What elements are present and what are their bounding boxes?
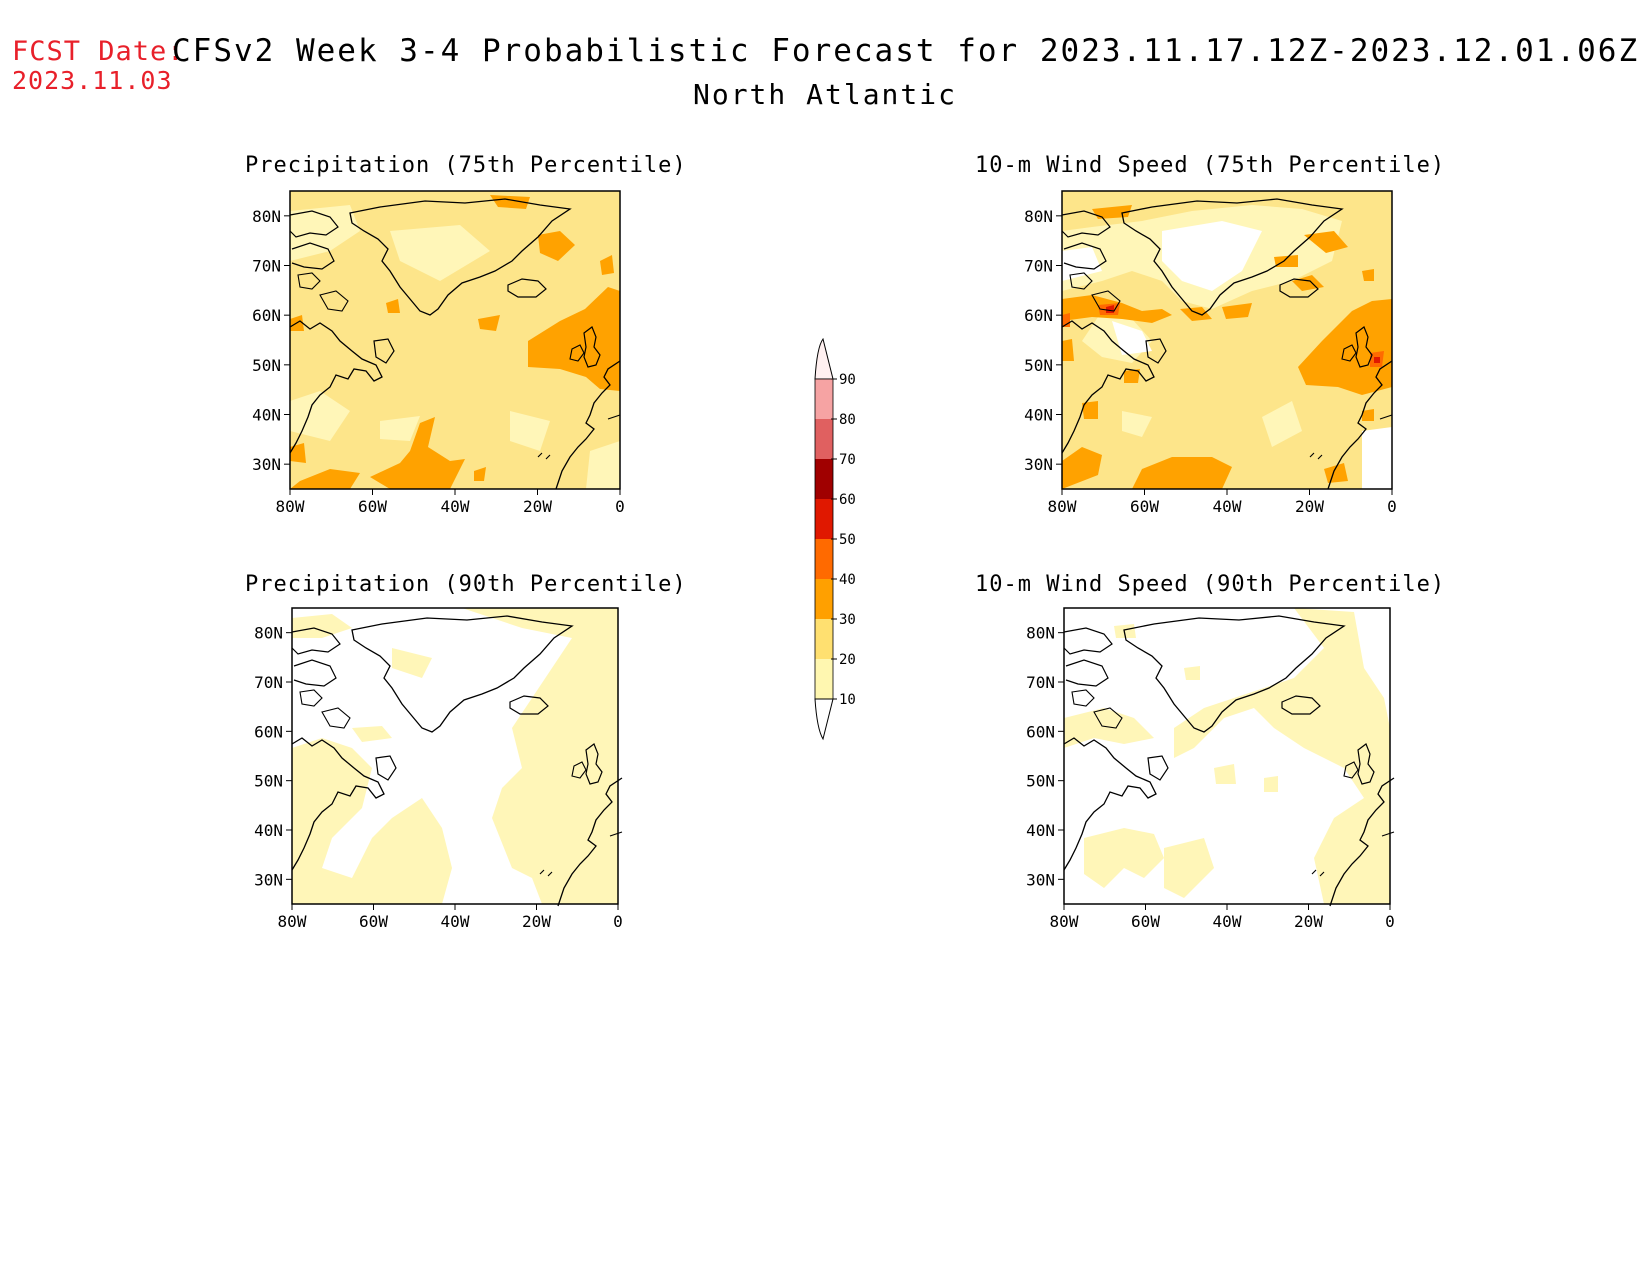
colorbar-segment (815, 659, 833, 699)
lon-label: 60W (1131, 912, 1160, 931)
lon-label: 20W (1295, 497, 1324, 516)
lon-label: 0 (1385, 912, 1395, 931)
lat-label: 50N (254, 772, 283, 791)
colorbar-label: 80 (839, 412, 856, 428)
colorbar: 90 80 70 60 50 40 30 20 10 (814, 337, 856, 741)
colorbar-segment (815, 419, 833, 459)
lon-label: 60W (359, 912, 388, 931)
colorbar-segment (815, 539, 833, 579)
colorbar-segment (815, 619, 833, 659)
colorbar-segment (815, 579, 833, 619)
colorbar-label: 70 (839, 452, 856, 468)
lon-label: 0 (1387, 497, 1397, 516)
lat-label: 30N (254, 870, 283, 889)
panel-title-wind-90: 10-m Wind Speed (90th Percentile) (975, 572, 1446, 597)
colorbar-label: 40 (839, 572, 856, 588)
map-wind-75 (1061, 190, 1393, 490)
lon-label: 20W (1294, 912, 1323, 931)
lat-label: 80N (254, 624, 283, 643)
lat-label: 80N (1024, 207, 1053, 226)
lat-label: 50N (252, 356, 281, 375)
lat-label: 40N (1024, 406, 1053, 425)
region-title: North Atlantic (692, 78, 957, 111)
lon-label: 80W (1050, 912, 1079, 931)
lon-label: 80W (1048, 497, 1077, 516)
lon-label: 20W (522, 912, 551, 931)
colorbar-top-cap (814, 337, 834, 380)
fcst-date-label: FCST Date: (12, 36, 185, 67)
lat-label: 30N (1026, 870, 1055, 889)
lat-label: 30N (1024, 455, 1053, 474)
lon-label: 0 (613, 912, 623, 931)
panel-title-precip-75: Precipitation (75th Percentile) (245, 153, 687, 178)
lat-label: 40N (1026, 821, 1055, 840)
colorbar-label: 10 (839, 692, 856, 708)
lat-label: 70N (1024, 257, 1053, 276)
colorbar-segment (815, 459, 833, 499)
lat-label: 50N (1026, 772, 1055, 791)
colorbar-label: 30 (839, 612, 856, 628)
lat-label: 80N (252, 207, 281, 226)
lat-label: 60N (254, 722, 283, 741)
colorbar-label: 60 (839, 492, 856, 508)
lon-label: 20W (523, 497, 552, 516)
lat-label: 30N (252, 455, 281, 474)
lon-label: 60W (1130, 497, 1159, 516)
panel-title-precip-90: Precipitation (90th Percentile) (245, 572, 687, 597)
colorbar-segment (815, 499, 833, 539)
lon-label: 80W (276, 497, 305, 516)
lat-label: 40N (252, 406, 281, 425)
fcst-date-value: 2023.11.03 (12, 66, 173, 95)
lat-label: 50N (1024, 356, 1053, 375)
map-precip-75 (289, 190, 621, 490)
lon-label: 80W (278, 912, 307, 931)
lat-label: 60N (1024, 306, 1053, 325)
lon-label: 0 (615, 497, 625, 516)
panel-title-wind-75: 10-m Wind Speed (75th Percentile) (975, 153, 1446, 178)
lat-label: 60N (252, 306, 281, 325)
colorbar-bottom-cap (814, 698, 834, 741)
lon-label: 40W (441, 497, 470, 516)
lat-label: 60N (1026, 722, 1055, 741)
lon-label: 40W (441, 912, 470, 931)
colorbar-label: 50 (839, 532, 856, 548)
map-precip-90 (291, 607, 623, 907)
lat-label: 40N (254, 821, 283, 840)
lon-label: 40W (1213, 912, 1242, 931)
map-wind-90 (1063, 607, 1395, 907)
main-title: CFSv2 Week 3-4 Probabilistic Forecast fo… (172, 33, 1640, 69)
colorbar-label: 90 (839, 372, 856, 388)
colorbar-segment (815, 379, 833, 419)
lon-label: 60W (358, 497, 387, 516)
lat-label: 70N (254, 673, 283, 692)
lat-label: 70N (252, 257, 281, 276)
lon-label: 40W (1213, 497, 1242, 516)
lat-label: 70N (1026, 673, 1055, 692)
colorbar-label: 20 (839, 652, 856, 668)
lat-label: 80N (1026, 624, 1055, 643)
